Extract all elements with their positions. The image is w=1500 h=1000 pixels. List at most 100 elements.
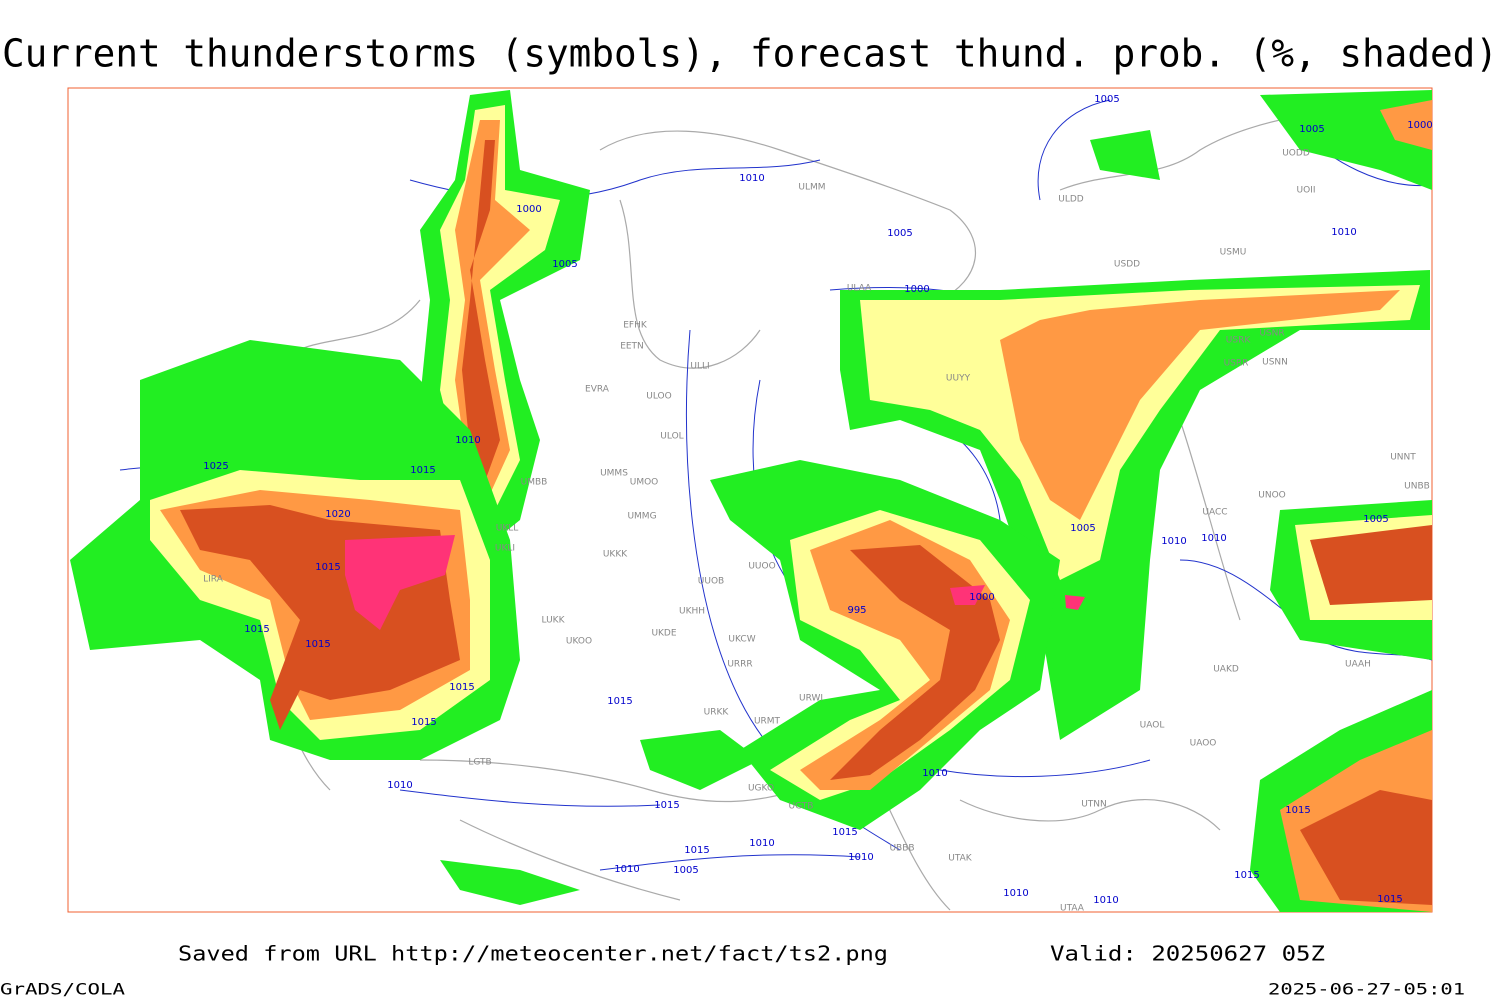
isobar-label: 1010 xyxy=(1093,895,1118,906)
station-label: UTAK xyxy=(948,854,973,864)
station-label: UAOL xyxy=(1140,721,1165,731)
station-label: UUYY xyxy=(946,374,971,384)
station-label: UMMS xyxy=(600,469,628,479)
probability-areas xyxy=(70,90,1432,912)
isobar-label: 1015 xyxy=(832,827,857,838)
station-label: LUKK xyxy=(542,616,566,626)
station-label: UACC xyxy=(1202,508,1227,518)
isobar-label: 1025 xyxy=(203,461,228,472)
isobar-label: 1010 xyxy=(739,173,764,184)
isobar-label: 1015 xyxy=(410,465,435,476)
isobar-label: 1000 xyxy=(516,204,541,215)
source-url: Saved from URL http://meteocenter.net/fa… xyxy=(178,942,888,966)
isobar-label: 1015 xyxy=(684,845,709,856)
station-label: ULDD xyxy=(1058,195,1084,205)
isobar-label: 1010 xyxy=(1331,227,1356,238)
station-label: UNBB xyxy=(1404,482,1430,492)
isobar-label: 1000 xyxy=(969,592,994,603)
station-label: UODD xyxy=(1282,149,1310,159)
isobar-label: 1010 xyxy=(749,838,774,849)
title: Current thunderstorms (symbols), forecas… xyxy=(2,32,1498,76)
isobar-label: 1015 xyxy=(1285,805,1310,816)
isobar-label: 1015 xyxy=(449,682,474,693)
station-label: UKHH xyxy=(679,607,705,617)
station-label: UUOB xyxy=(698,577,724,587)
station-label: UGTB xyxy=(789,802,814,812)
station-label: UGKO xyxy=(748,784,774,794)
isobar-label: 1010 xyxy=(922,768,947,779)
isobar-label: 1005 xyxy=(552,259,577,270)
station-label: ULOO xyxy=(646,392,671,402)
station-label: UKLI xyxy=(495,544,515,554)
station-label: EVRA xyxy=(585,385,610,395)
isobar-label: 1010 xyxy=(1003,888,1028,899)
valid-time: Valid: 20250627 05Z xyxy=(1050,942,1325,966)
isobar-label: 1010 xyxy=(1201,533,1226,544)
station-label: UTAA xyxy=(1060,904,1085,914)
station-label: USMU xyxy=(1220,248,1247,258)
isobar-label: 1005 xyxy=(887,228,912,239)
station-label: ULMM xyxy=(798,183,825,193)
isobar-label: 1015 xyxy=(607,696,632,707)
station-label: USRK xyxy=(1226,336,1252,346)
isobar-label: 1005 xyxy=(1363,514,1388,525)
isobar-label: 1015 xyxy=(244,624,269,635)
isobar-label: 1010 xyxy=(848,852,873,863)
station-label: EFHK xyxy=(623,321,648,331)
station-label: UMOO xyxy=(630,478,659,488)
isobar-label: 1000 xyxy=(1407,120,1432,131)
isobar-label: 1015 xyxy=(315,562,340,573)
station-label: UKOO xyxy=(566,637,592,647)
map-labels: 1005 1005 1000 1010 1005 1005 1010 1000 1010 1015… xyxy=(203,94,1433,914)
station-label: UAOO xyxy=(1190,739,1217,749)
isobar-label: 1010 xyxy=(455,435,480,446)
isobar-label: 1005 xyxy=(673,865,698,876)
station-label: UBBB xyxy=(889,844,914,854)
software: GrADS/COLA xyxy=(0,980,125,999)
map xyxy=(67,87,1433,913)
station-label: UKLL xyxy=(496,524,519,534)
isobar-label: 1005 xyxy=(1070,523,1095,534)
station-label: USNN xyxy=(1262,358,1288,368)
station-label: UUOO xyxy=(748,562,775,572)
isobar-label: 1010 xyxy=(614,864,639,875)
station-label: ULLI xyxy=(690,362,709,372)
isobar-label: 1010 xyxy=(1161,536,1186,547)
station-label: LIRA xyxy=(203,575,224,585)
isobar-label: 1010 xyxy=(387,780,412,791)
station-label: EETN xyxy=(620,342,644,352)
isobar-label: 1015 xyxy=(305,639,330,650)
station-label: USRR xyxy=(1224,359,1249,369)
station-label: UMBB xyxy=(521,478,548,488)
station-label: ULAA xyxy=(847,284,872,294)
station-label: UNNT xyxy=(1390,453,1416,463)
station-label: ULOL xyxy=(660,432,683,442)
isobar-label: 995 xyxy=(847,605,866,616)
station-label: URWI xyxy=(799,694,823,704)
station-label: URKK xyxy=(704,708,730,718)
station-label: LGTB xyxy=(468,758,491,768)
isobar-label: 1015 xyxy=(1377,894,1402,905)
station-label: UAKD xyxy=(1213,665,1239,675)
station-label: UKDE xyxy=(651,629,676,639)
timestamp: 2025-06-27-05:01 xyxy=(1268,980,1465,999)
isobar-label: 1015 xyxy=(411,717,436,728)
isobar-label: 1005 xyxy=(1094,94,1119,105)
station-label: UKCW xyxy=(728,635,755,645)
station-label: UAAH xyxy=(1345,660,1371,670)
station-label: USDD xyxy=(1114,260,1140,270)
station-label: UMMG xyxy=(627,512,656,522)
isobar-label: 1005 xyxy=(1299,124,1324,135)
station-label: UKKK xyxy=(603,550,628,560)
isobar-label: 1000 xyxy=(904,284,929,295)
isobar-label: 1015 xyxy=(1234,870,1259,881)
station-label: UTNN xyxy=(1081,800,1107,810)
isobar-label: 1020 xyxy=(325,509,350,520)
station-label: UOII xyxy=(1297,186,1316,196)
isobar-label: 1015 xyxy=(654,800,679,811)
station-label: URMT xyxy=(754,717,781,727)
station-label: URRR xyxy=(727,660,752,670)
station-label: USNR xyxy=(1259,329,1284,339)
station-label: UNOO xyxy=(1258,491,1286,501)
